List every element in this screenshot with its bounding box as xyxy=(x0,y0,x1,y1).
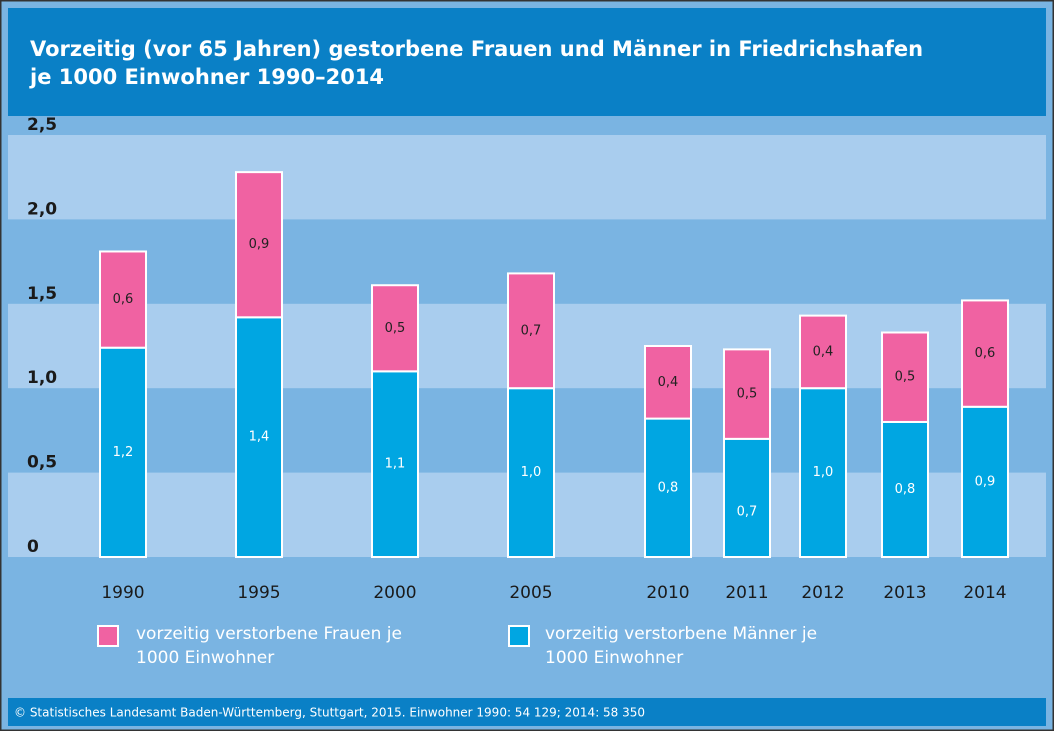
x-tick-label: 2000 xyxy=(373,583,416,603)
y-tick-label: 0,5 xyxy=(27,453,57,473)
chart-title: je 1000 Einwohner 1990–2014 xyxy=(29,65,384,89)
x-tick-label: 2005 xyxy=(509,583,552,603)
value-label: 1,0 xyxy=(521,465,542,480)
x-tick-label: 2010 xyxy=(646,583,689,603)
bar-segment xyxy=(371,370,419,558)
legend-label: vorzeitig verstorbene Männer je 1000 Ein… xyxy=(545,624,818,668)
x-tick-label: 2014 xyxy=(963,583,1006,603)
bar-segment xyxy=(723,348,771,440)
bar-segment xyxy=(723,437,771,558)
value-label: 0,5 xyxy=(895,370,916,385)
value-label: 0,7 xyxy=(521,323,542,338)
y-tick-label: 1,0 xyxy=(27,368,57,388)
bar-segment xyxy=(961,405,1009,558)
bar-segment xyxy=(961,299,1009,408)
value-label: 0,8 xyxy=(895,482,916,497)
value-label: 0,9 xyxy=(249,237,270,252)
value-label: 1,0 xyxy=(813,465,834,480)
legend-swatch xyxy=(508,625,530,647)
source: © Statistisches Landesamt Baden-Württemb… xyxy=(14,706,645,720)
bar-segment xyxy=(799,387,847,559)
bar-segment xyxy=(799,314,847,390)
x-tick-label: 2011 xyxy=(725,583,768,603)
x-tick-label: 1990 xyxy=(101,583,144,603)
y-tick-label: 2,0 xyxy=(27,199,57,219)
legend-swatch xyxy=(97,625,119,647)
value-label: 1,2 xyxy=(113,445,134,460)
bar-segment xyxy=(235,171,283,319)
title-bar xyxy=(8,8,1046,116)
value-label: 0,7 xyxy=(737,504,758,519)
y-tick-label: 2,5 xyxy=(27,115,57,135)
grid-band xyxy=(8,135,1046,220)
bar-segment xyxy=(644,417,692,559)
value-label: 0,6 xyxy=(113,292,134,307)
bar-segment xyxy=(371,284,419,373)
bar-segment xyxy=(99,250,147,349)
value-label: 0,6 xyxy=(975,346,996,361)
y-tick-label: 1,5 xyxy=(27,284,57,304)
value-label: 0,8 xyxy=(658,480,679,495)
value-label: 0,4 xyxy=(658,375,679,390)
value-label: 0,4 xyxy=(813,344,834,359)
bar-segment xyxy=(99,346,147,558)
y-tick-label: 0 xyxy=(27,537,39,557)
footer-bar xyxy=(8,698,1046,726)
value-label: 0,5 xyxy=(737,387,758,402)
bar-segment xyxy=(881,331,929,423)
legend-label: vorzeitig verstorbene Frauen je 1000 Ein… xyxy=(136,624,402,668)
value-label: 0,9 xyxy=(975,474,996,489)
chart-title: Vorzeitig (vor 65 Jahren) gestorbene Fra… xyxy=(30,37,923,61)
bar-segment xyxy=(235,316,283,558)
x-tick-label: 2013 xyxy=(883,583,926,603)
bar-segment xyxy=(644,345,692,420)
value-label: 0,5 xyxy=(385,321,406,336)
value-label: 1,4 xyxy=(249,430,270,445)
bar-segment xyxy=(507,272,555,390)
x-tick-label: 1995 xyxy=(237,583,280,603)
x-tick-label: 2012 xyxy=(801,583,844,603)
value-label: 1,1 xyxy=(385,457,406,472)
